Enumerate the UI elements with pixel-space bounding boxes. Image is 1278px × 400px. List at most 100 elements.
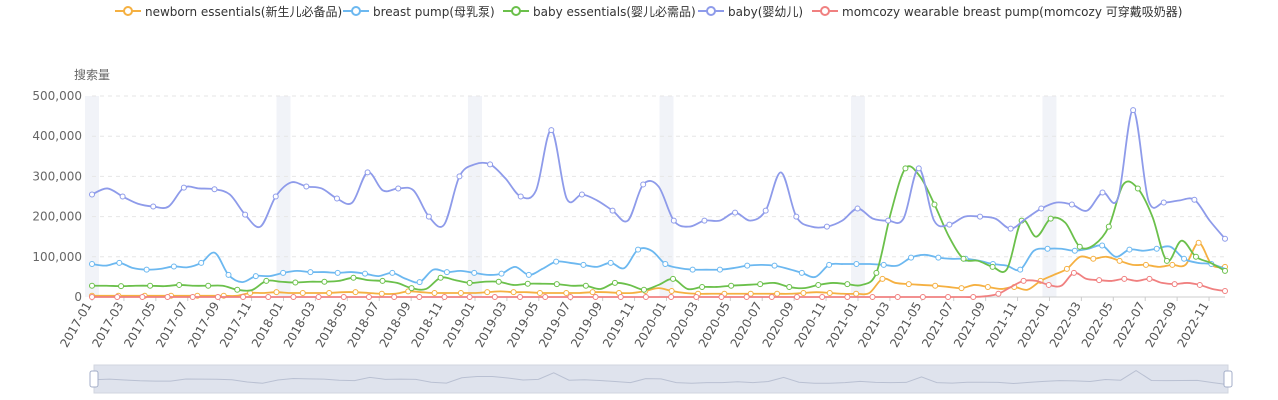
legend-item[interactable]: newborn essentials(新生儿必备品) bbox=[115, 2, 342, 20]
data-point bbox=[1099, 242, 1106, 249]
data-point bbox=[854, 205, 861, 212]
data-point bbox=[205, 282, 212, 289]
legend-item[interactable]: momcozy wearable breast pump(momcozy 可穿戴… bbox=[812, 2, 1182, 20]
data-point bbox=[273, 289, 280, 296]
data-point bbox=[670, 275, 677, 282]
data-point bbox=[303, 183, 310, 190]
data-point bbox=[640, 286, 647, 293]
data-point bbox=[689, 266, 696, 273]
series-line bbox=[91, 241, 1226, 297]
data-point bbox=[844, 281, 851, 288]
data-point bbox=[1070, 269, 1077, 276]
data-point bbox=[334, 269, 341, 276]
data-point bbox=[1099, 189, 1106, 196]
data-zoom-slider[interactable] bbox=[89, 364, 1233, 394]
data-point bbox=[364, 169, 371, 176]
data-point bbox=[292, 279, 299, 286]
data-point bbox=[718, 294, 725, 300]
data-point bbox=[786, 283, 793, 290]
data-point bbox=[728, 282, 735, 289]
data-point bbox=[1090, 255, 1097, 262]
year-band bbox=[659, 96, 674, 297]
data-point bbox=[617, 294, 624, 300]
data-point bbox=[176, 281, 183, 288]
data-point bbox=[89, 294, 95, 300]
legend-item[interactable]: baby essentials(婴儿必需品) bbox=[503, 2, 696, 20]
legend-item[interactable]: breast pump(母乳泵) bbox=[343, 2, 495, 20]
data-point bbox=[321, 278, 328, 285]
year-band bbox=[467, 96, 482, 297]
data-point bbox=[1044, 245, 1051, 252]
data-point bbox=[819, 294, 826, 300]
data-point bbox=[1130, 107, 1137, 114]
data-point bbox=[150, 203, 157, 210]
data-point bbox=[1047, 215, 1054, 222]
zoom-handle bbox=[1223, 370, 1233, 388]
data-point bbox=[214, 294, 221, 300]
y-tick-label: 0 bbox=[74, 290, 82, 304]
data-point bbox=[280, 269, 287, 276]
data-point bbox=[457, 289, 464, 296]
data-point bbox=[350, 274, 357, 281]
data-point bbox=[701, 217, 708, 224]
data-point bbox=[431, 289, 438, 296]
data-point bbox=[1134, 185, 1141, 192]
y-tick-label: 400,000 bbox=[32, 129, 82, 143]
data-point bbox=[800, 289, 807, 296]
data-point bbox=[589, 289, 596, 296]
data-point bbox=[119, 193, 126, 200]
data-point bbox=[946, 221, 953, 228]
data-point bbox=[466, 294, 473, 300]
y-tick-label: 500,000 bbox=[32, 89, 82, 103]
data-point bbox=[693, 294, 700, 300]
legend-item[interactable]: baby(婴幼儿) bbox=[698, 2, 803, 20]
data-point bbox=[1160, 199, 1167, 206]
data-point bbox=[484, 289, 491, 296]
legend-swatch-icon bbox=[503, 6, 529, 16]
data-point bbox=[1071, 247, 1078, 254]
legend-swatch-icon bbox=[115, 6, 141, 16]
data-point bbox=[1116, 257, 1123, 264]
data-point bbox=[299, 289, 306, 296]
data-point bbox=[416, 279, 423, 286]
data-point bbox=[391, 294, 398, 300]
data-point bbox=[116, 259, 123, 266]
data-point bbox=[580, 261, 587, 268]
data-point bbox=[879, 275, 886, 282]
data-point bbox=[853, 261, 860, 268]
data-point bbox=[189, 294, 196, 300]
data-point bbox=[592, 294, 599, 300]
data-point bbox=[542, 294, 549, 300]
legend-swatch-icon bbox=[698, 6, 724, 16]
data-point bbox=[1191, 196, 1198, 203]
data-point bbox=[989, 263, 996, 270]
data-point bbox=[89, 261, 95, 268]
data-point bbox=[1121, 275, 1128, 282]
data-point bbox=[242, 211, 249, 218]
data-point bbox=[640, 181, 647, 188]
legend-swatch-icon bbox=[812, 6, 838, 16]
data-point bbox=[114, 294, 121, 300]
data-point bbox=[762, 207, 769, 214]
data-point bbox=[456, 173, 463, 180]
data-point bbox=[945, 294, 952, 300]
data-point bbox=[307, 269, 314, 276]
year-band bbox=[276, 96, 291, 297]
data-point bbox=[885, 217, 892, 224]
data-point bbox=[1169, 261, 1176, 268]
y-tick-label: 100,000 bbox=[32, 250, 82, 264]
data-point bbox=[1126, 246, 1133, 253]
data-point bbox=[517, 294, 524, 300]
data-point bbox=[582, 282, 589, 289]
legend-label: breast pump(母乳泵) bbox=[373, 4, 495, 19]
data-point bbox=[495, 278, 502, 285]
zoom-preview bbox=[93, 369, 1229, 386]
data-point bbox=[437, 274, 444, 281]
data-point bbox=[1222, 287, 1228, 294]
legend: newborn essentials(新生儿必备品) breast pump(母乳… bbox=[0, 2, 1278, 20]
data-point bbox=[517, 193, 524, 200]
data-point bbox=[699, 283, 706, 290]
data-point bbox=[389, 269, 396, 276]
legend-label: baby essentials(婴儿必需品) bbox=[533, 4, 696, 19]
data-point bbox=[225, 271, 232, 278]
